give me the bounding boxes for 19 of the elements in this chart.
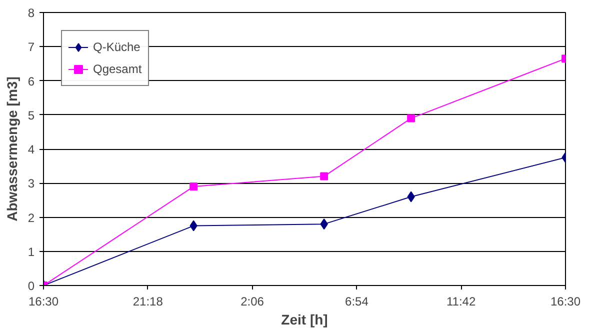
x-tick-label: 6:54	[345, 294, 369, 308]
legend-label: Qgesamt	[93, 62, 142, 76]
x-tick-label: 11:42	[446, 294, 476, 308]
x-tick-label: 21:18	[132, 294, 164, 308]
y-tick-label: 3	[28, 176, 35, 191]
y-tick-label: 5	[28, 108, 35, 122]
y-tick-label: 6	[28, 74, 35, 88]
y-axis-title: Abwassermenge [m3]	[4, 76, 20, 222]
x-axis-title: Zeit [h]	[281, 312, 328, 328]
y-tick-label: 8	[28, 6, 35, 20]
x-tick-label: 16:30	[550, 294, 581, 308]
y-tick-label: 7	[28, 40, 35, 54]
y-tick-label: 4	[28, 142, 35, 156]
y-tick-label: 2	[28, 210, 35, 225]
y-tick-label: 0	[28, 279, 35, 293]
legend-label: Q-Küche	[93, 40, 140, 54]
x-tick-label: 16:30	[28, 294, 59, 308]
y-tick-label: 1	[28, 244, 35, 259]
x-tick-label: 2:06	[240, 294, 264, 308]
